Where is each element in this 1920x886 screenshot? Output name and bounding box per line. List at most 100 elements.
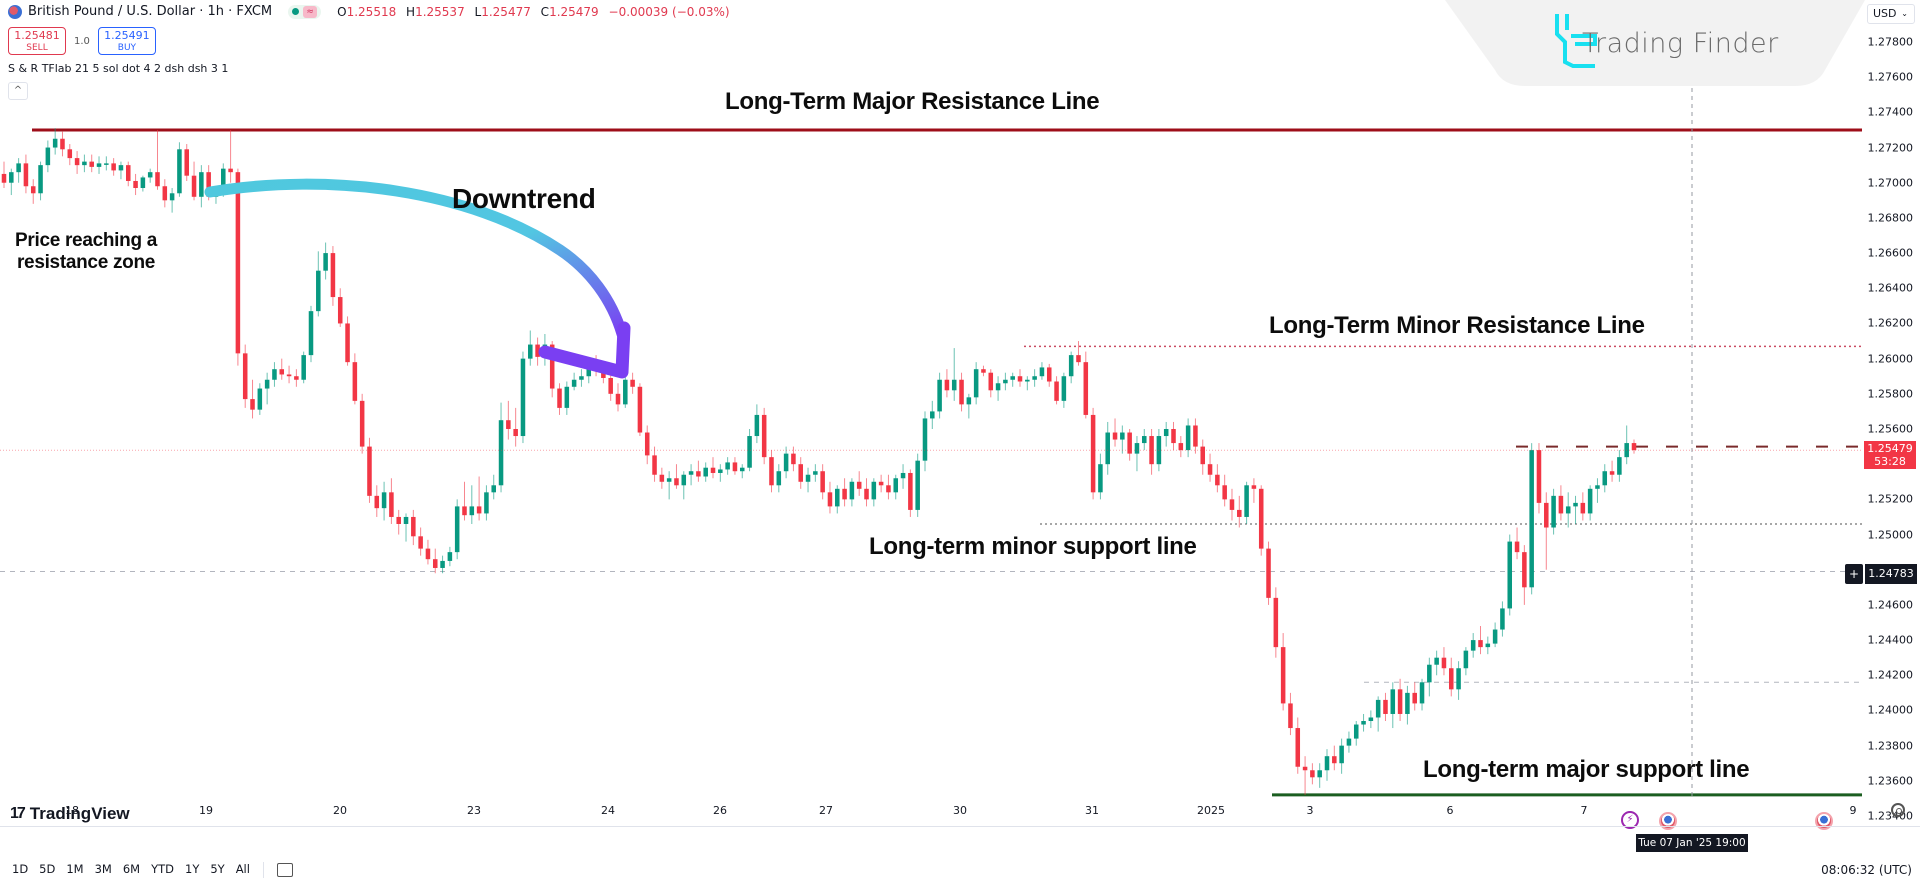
price-tick: 1.23800	[1867, 739, 1914, 753]
price-tick: 1.24600	[1867, 598, 1914, 612]
delayed-data-icon: ≈	[303, 5, 318, 18]
buy-label: BUY	[117, 43, 137, 53]
high-value: 1.25537	[415, 4, 465, 19]
time-tick: 26	[713, 804, 727, 817]
trading-finder-watermark	[1445, 0, 1865, 86]
annotation-minor-support: Long-term minor support line	[869, 533, 1197, 560]
flag-icon	[8, 4, 22, 19]
symbol-title[interactable]: British Pound / U.S. Dollar · 1h · FXCM	[28, 4, 273, 19]
time-tick: 18	[65, 804, 79, 817]
price-tick: 1.25800	[1867, 387, 1914, 401]
time-tick: 31	[1085, 804, 1099, 817]
time-tick: 2025	[1197, 804, 1225, 817]
price-tick: 1.27800	[1867, 35, 1914, 49]
time-tick: 9	[1849, 804, 1857, 817]
downtrend-arrow-icon	[204, 178, 631, 379]
open-value: 1.25518	[346, 4, 397, 19]
level-lines	[0, 128, 1862, 797]
time-tick: 7	[1580, 804, 1588, 817]
high-label: H	[406, 4, 416, 19]
economic-event-bolt-icon[interactable]: ⚡	[1621, 811, 1639, 829]
range-button-ytd[interactable]: YTD	[151, 862, 174, 876]
open-label: O	[337, 4, 347, 19]
range-button-all[interactable]: All	[235, 862, 250, 876]
price-tick: 1.26400	[1867, 281, 1914, 295]
add-alert-plus-icon[interactable]: +	[1845, 564, 1863, 584]
time-tick: 23	[467, 804, 481, 817]
annotation-major-support: Long-term major support line	[1423, 756, 1750, 783]
trading-finder-brand: Trading Finder	[1582, 28, 1779, 59]
price-tick: 1.27400	[1867, 105, 1914, 119]
annotation-major-resistance: Long-Term Major Resistance Line	[725, 88, 1100, 115]
price-tick: 1.24400	[1867, 633, 1914, 647]
tradingview-mark-icon: 17	[10, 805, 26, 822]
currency-label: USD	[1873, 7, 1897, 20]
crosshair-price-value: 1.24783	[1865, 564, 1917, 584]
low-label: L	[474, 4, 482, 19]
time-axis-divider	[0, 826, 1920, 827]
range-button-1y[interactable]: 1Y	[185, 862, 200, 876]
annotation-minor-resistance: Long-Term Minor Resistance Line	[1269, 312, 1645, 339]
sell-button[interactable]: 1.25481 SELL	[8, 27, 66, 55]
range-button-3m[interactable]: 3M	[94, 862, 112, 876]
time-tick: 24	[601, 804, 615, 817]
price-tick: 1.26600	[1867, 246, 1914, 260]
price-tick: 1.27200	[1867, 141, 1914, 155]
price-tick: 1.26200	[1867, 316, 1914, 330]
time-tick: 6	[1446, 804, 1454, 817]
price-tick: 1.25200	[1867, 492, 1914, 506]
annotation-line-2: resistance zone	[16, 252, 156, 273]
buy-button[interactable]: 1.25491 BUY	[97, 27, 156, 55]
crosshair-price-tag: + 1.24783	[1845, 564, 1917, 584]
time-tick: 19	[199, 804, 213, 817]
tradingview-logo[interactable]: 17 TradingView	[10, 804, 130, 824]
trading-finder-logo-icon	[1555, 14, 1597, 68]
spread-value: 1.0	[74, 35, 90, 47]
price-tick: 1.24000	[1867, 703, 1914, 717]
price-tick: 1.26000	[1867, 352, 1914, 366]
indicator-legend[interactable]: S & R TFlab 21 5 sol dot 4 2 dsh dsh 3 1	[8, 62, 229, 75]
market-status[interactable]: ≈	[288, 4, 322, 19]
range-button-1d[interactable]: 1D	[12, 862, 29, 876]
us-event-flag-icon[interactable]	[1659, 812, 1677, 830]
market-open-dot-icon	[292, 8, 300, 15]
price-tick: 1.27000	[1867, 176, 1914, 190]
time-tick: 27	[819, 804, 833, 817]
ohlc-values: O1.25518 H1.25537 L1.25477 C1.25479 −0.0…	[337, 5, 735, 19]
us-event-flag-icon[interactable]	[1815, 812, 1833, 830]
range-button-5y[interactable]: 5Y	[210, 862, 225, 876]
price-tick: 1.26800	[1867, 211, 1914, 225]
buy-price: 1.25491	[104, 29, 150, 42]
time-tick: 20	[333, 804, 347, 817]
symbol-header: British Pound / U.S. Dollar · 1h · FXCM …	[8, 4, 736, 19]
price-tick: 1.25600	[1867, 422, 1914, 436]
close-value: 1.25479	[549, 4, 599, 19]
close-label: C	[540, 4, 550, 19]
gear-icon[interactable]	[1891, 803, 1905, 817]
price-chart-canvas[interactable]	[0, 0, 1862, 800]
calendar-icon[interactable]	[276, 863, 293, 877]
change-value: −0.00039 (−0.03%)	[608, 4, 730, 19]
collapse-legend-button[interactable]: ^	[8, 82, 28, 100]
sell-label: SELL	[26, 43, 48, 53]
time-tick: 30	[953, 804, 967, 817]
range-button-6m[interactable]: 6M	[122, 862, 141, 876]
price-tick: 1.27600	[1867, 70, 1914, 84]
price-axis[interactable]: 1.27800 1.27600 1.27400 1.27200 1.27000 1.268…	[1862, 0, 1920, 823]
annotation-price-reaching: Price reaching a resistance zone	[6, 230, 166, 274]
last-price-tag: 1.25479 53:28	[1864, 441, 1916, 469]
time-tick: 3	[1306, 804, 1314, 817]
price-tick: 1.24200	[1867, 668, 1914, 682]
crosshair-time-tag: Tue 07 Jan '25 19:00	[1636, 834, 1748, 852]
price-tick: 1.25000	[1867, 528, 1914, 542]
trade-panel: 1.25481 SELL 1.0 1.25491 BUY	[8, 27, 156, 55]
range-selector: 1D 5D 1M 3M 6M YTD 1Y 5Y All	[12, 862, 293, 878]
currency-select[interactable]: USD ⌄	[1867, 4, 1915, 24]
utc-clock[interactable]: 08:06:32 (UTC)	[1821, 863, 1912, 877]
range-button-1m[interactable]: 1M	[66, 862, 84, 876]
toolbar-divider	[262, 862, 264, 878]
price-tick: 1.23600	[1867, 774, 1914, 788]
bar-countdown: 53:28	[1874, 455, 1906, 468]
annotation-downtrend: Downtrend	[452, 183, 596, 214]
range-button-5d[interactable]: 5D	[39, 862, 56, 876]
